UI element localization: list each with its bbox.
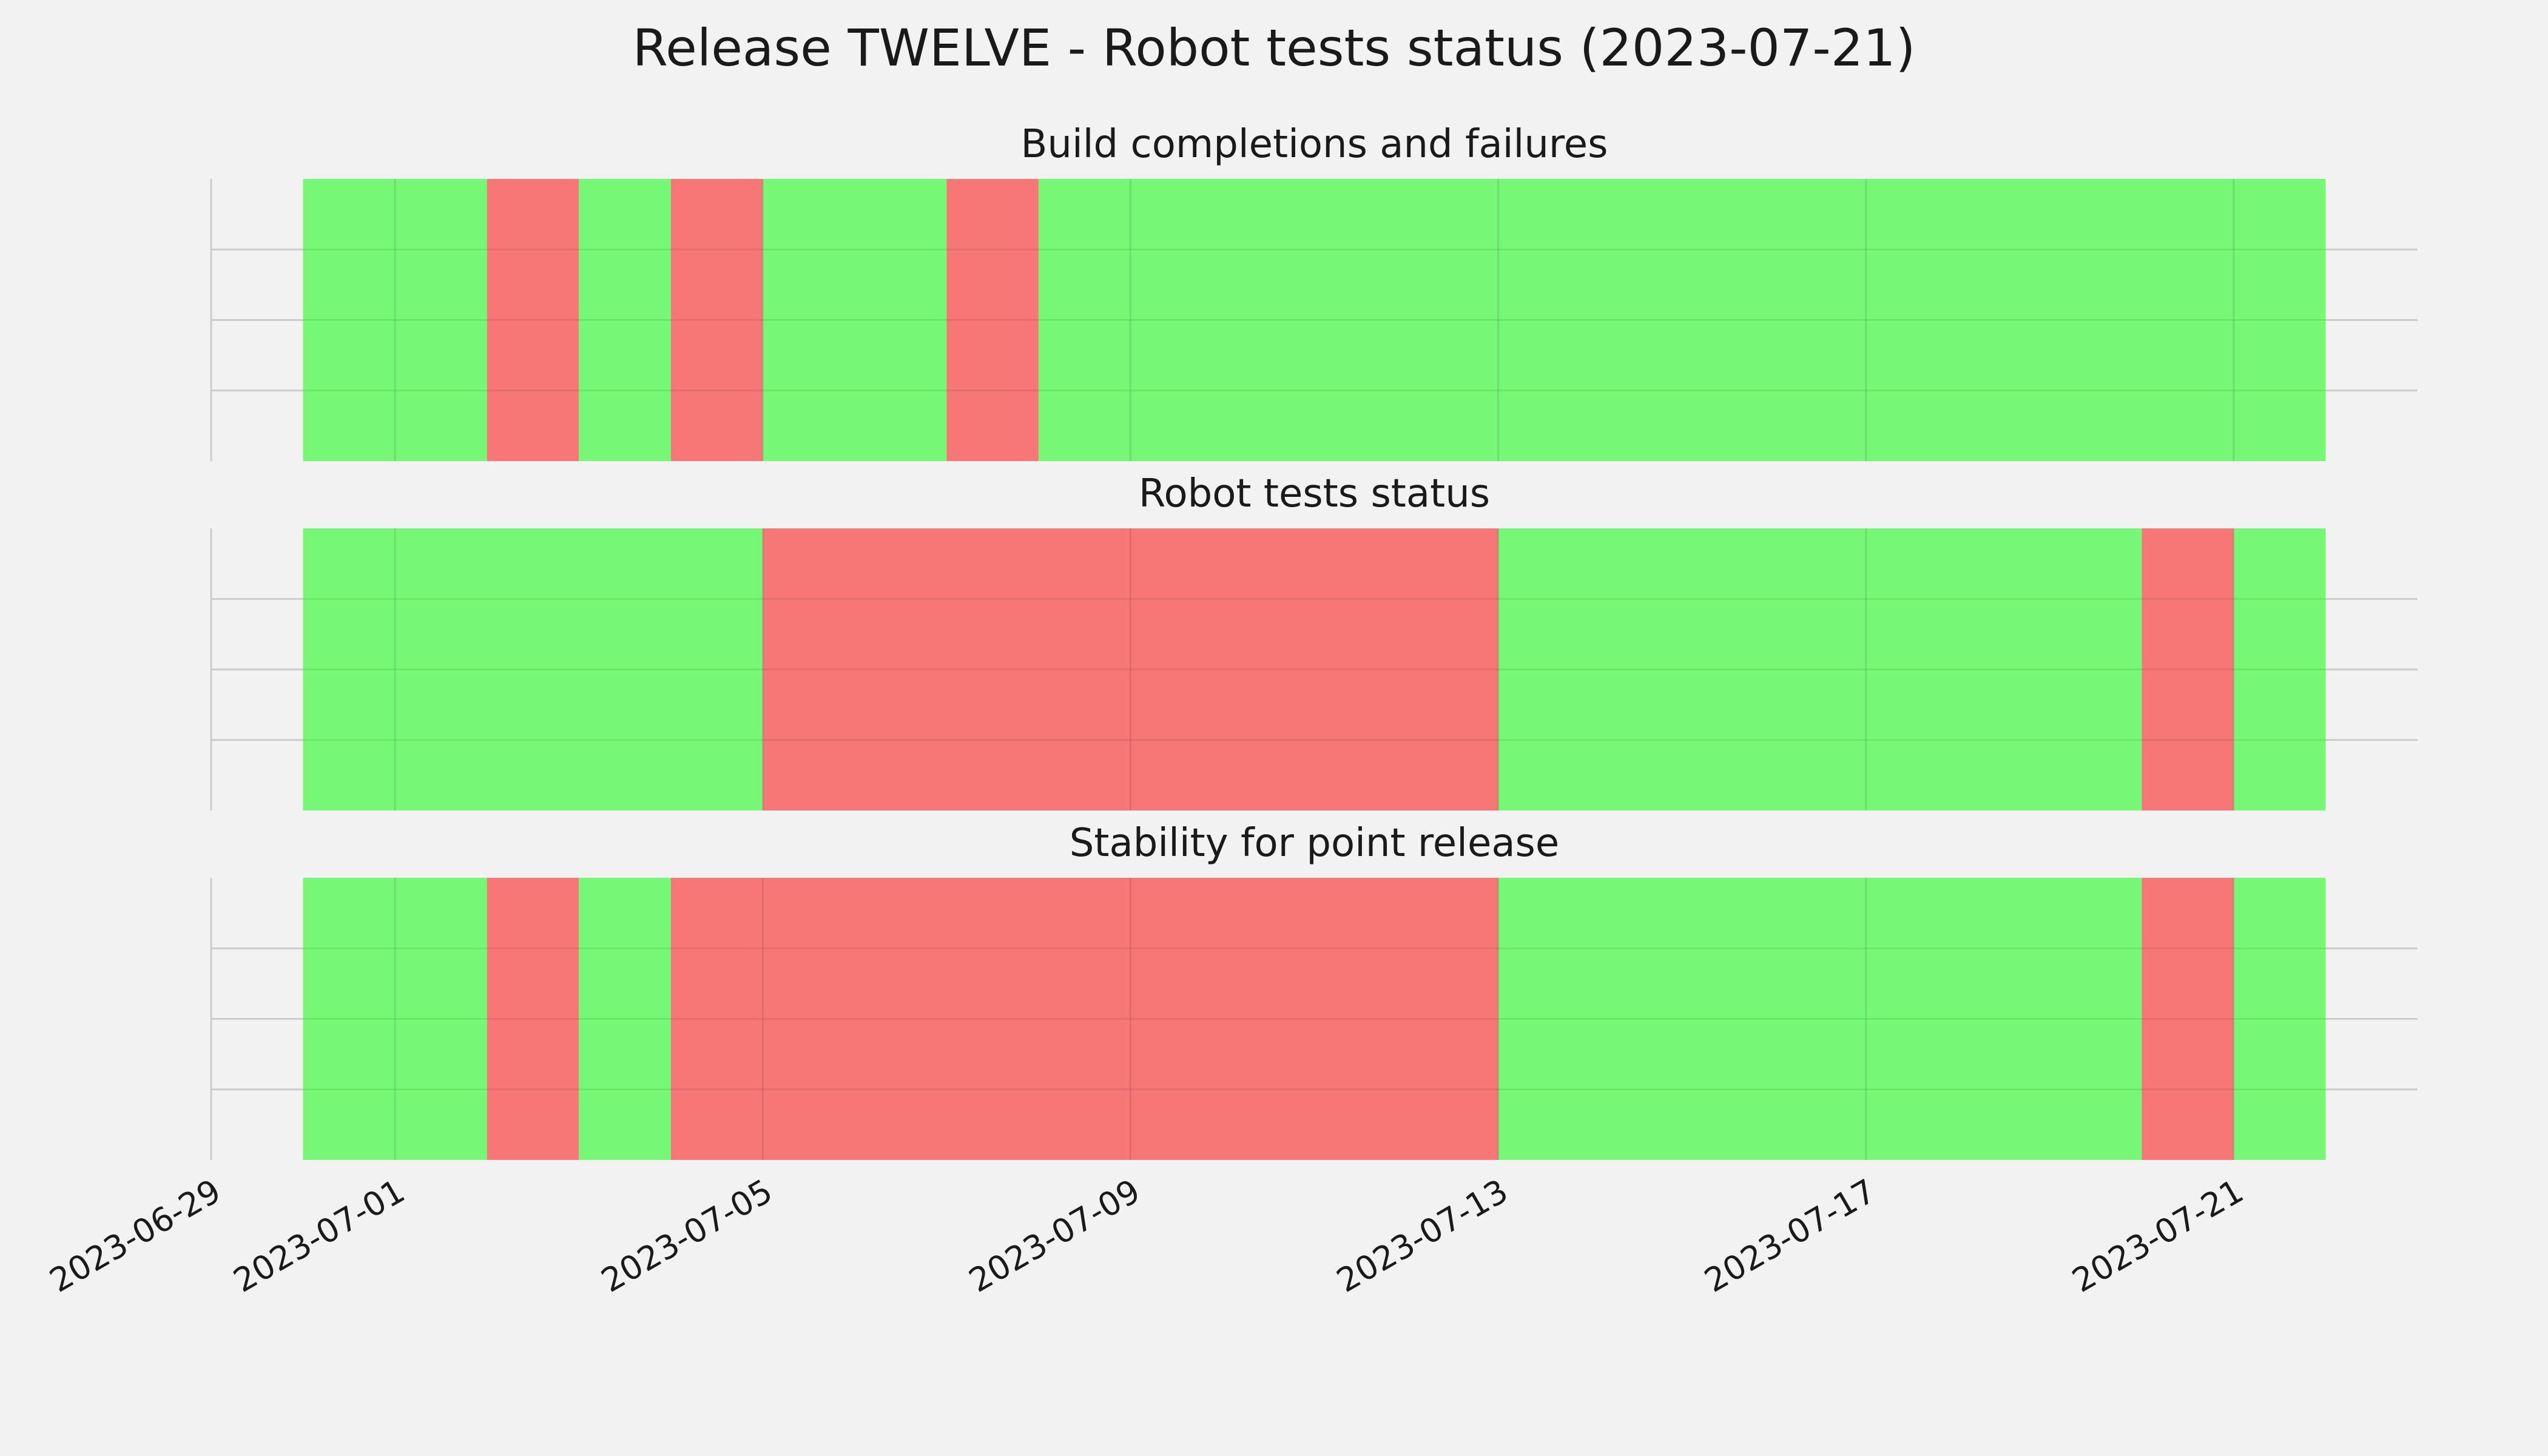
- segment-pass: [579, 179, 671, 461]
- panel-title: Stability for point release: [1070, 821, 1560, 866]
- x-tick-label: 2023-07-01: [227, 1171, 411, 1299]
- segment-pass: [763, 179, 947, 461]
- panel-1: Build completions and failures: [210, 122, 2418, 461]
- panel-3: Stability for point release: [210, 821, 2418, 1160]
- segment-fail: [2142, 528, 2234, 811]
- x-tick-label: 2023-07-17: [1698, 1171, 1882, 1299]
- segment-pass: [2233, 878, 2326, 1160]
- segment-fail: [670, 179, 763, 461]
- x-tick-label: 2023-07-05: [595, 1171, 778, 1299]
- segment-fail: [487, 878, 579, 1160]
- panel-title: Build completions and failures: [1021, 122, 1608, 167]
- x-tick-label: 2023-07-13: [1330, 1171, 1514, 1299]
- segment-pass: [2233, 528, 2326, 811]
- panel-2: Robot tests status: [210, 471, 2418, 811]
- segment-pass: [303, 179, 487, 461]
- segment-fail: [2142, 878, 2234, 1160]
- segment-fail: [670, 878, 1498, 1160]
- segment-pass: [303, 528, 763, 811]
- panels: Build completions and failures Robot test…: [210, 122, 2418, 1160]
- segment-pass: [1498, 528, 2142, 811]
- segment-pass: [579, 878, 671, 1160]
- segment-pass: [303, 878, 487, 1160]
- x-axis-ticks: 2023-06-29 2023-07-01 2023-07-05 2023-07-09…: [43, 1171, 2250, 1299]
- segment-pass: [1038, 179, 2326, 461]
- segment-fail: [946, 179, 1039, 461]
- x-tick-label: 2023-07-09: [963, 1171, 1147, 1299]
- x-tick-label: 2023-07-21: [2066, 1171, 2250, 1299]
- segment-fail: [763, 528, 1498, 811]
- x-tick-label: 2023-06-29: [43, 1171, 227, 1299]
- panel-title: Robot tests status: [1139, 471, 1490, 516]
- segment-fail: [487, 179, 579, 461]
- chart-title: Release TWELVE - Robot tests status (202…: [633, 18, 1916, 78]
- segment-pass: [1498, 878, 2142, 1160]
